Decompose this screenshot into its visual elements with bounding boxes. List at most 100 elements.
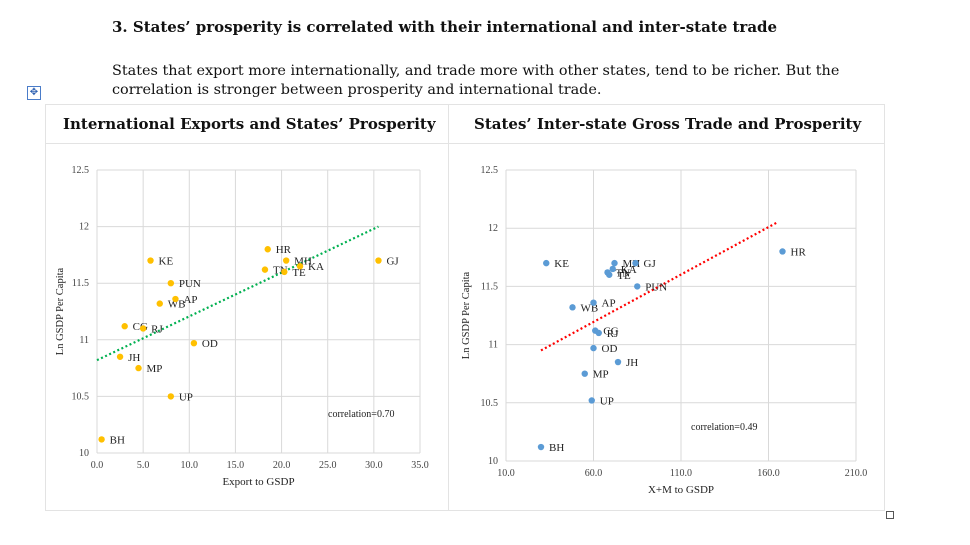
data-point (135, 364, 142, 372)
data-point (190, 339, 198, 347)
data-point (147, 257, 154, 264)
correlation-annotation: correlation=0.49 (691, 422, 757, 433)
data-point (261, 266, 269, 273)
point-label: TE (292, 267, 306, 279)
x-tick-label: 15.0 (227, 460, 245, 471)
data-point (581, 370, 588, 377)
table-border-right (884, 104, 885, 511)
data-point (590, 299, 597, 306)
point-label: TE (617, 270, 631, 282)
table-border-top (45, 104, 885, 105)
chart-title-interstate: States’ Inter-state Gross Trade and Pros… (474, 115, 862, 133)
point-label: MP (593, 369, 609, 381)
chart-exports: 10 10.5 11 11.5 12 12.5 0.0 5.0 10.0 15.0 20.0 25.0… (55, 165, 429, 488)
data-point (779, 248, 786, 255)
data-point (614, 358, 622, 366)
x-tick-label: 110.0 (670, 468, 692, 479)
data-point (632, 259, 639, 267)
point-label: AP (183, 294, 197, 306)
data-point (172, 295, 179, 303)
x-tick-label: 10.0 (181, 460, 199, 471)
data-point (121, 323, 128, 330)
data-point (595, 329, 602, 337)
data-point (167, 393, 175, 400)
x-axis-title: X+M to GSDP (648, 484, 714, 496)
chart-title-exports: International Exports and States’ Prospe… (63, 115, 436, 133)
y-axis-title: Ln GSDP Per Capita (461, 271, 472, 359)
point-label: OD (202, 338, 218, 350)
data-point (296, 263, 304, 270)
y-tick-label: 10 (79, 448, 89, 459)
data-point (375, 257, 382, 264)
x-tick-label: 25.0 (319, 460, 337, 471)
section-paragraph: States that export more internationally,… (112, 63, 840, 98)
data-point (282, 257, 290, 264)
x-tick-label: 30.0 (365, 460, 383, 471)
point-label: KE (554, 258, 569, 270)
data-point (611, 259, 618, 267)
y-tick-label: 10.5 (481, 398, 499, 409)
point-label: BH (110, 434, 125, 446)
y-tick-label: 11 (488, 340, 498, 351)
y-tick-label: 12.5 (481, 165, 499, 176)
x-axis-title: Export to GSDP (222, 476, 294, 488)
point-label: KA (621, 264, 637, 276)
table-border-left (45, 104, 46, 511)
x-tick-label: 0.0 (91, 460, 104, 471)
y-axis-title: Ln GSDP Per Capita (55, 267, 66, 355)
data-point (116, 353, 124, 360)
y-tick-label: 12 (488, 223, 498, 234)
data-point (543, 259, 550, 267)
y-tick-label: 12 (79, 222, 89, 233)
x-tick-label: 160.0 (757, 468, 780, 479)
data-point (590, 344, 597, 352)
move-arrows-icon[interactable]: ✥ (27, 86, 41, 100)
data-point (167, 280, 175, 287)
data-point (588, 397, 595, 404)
point-label: RJ (607, 328, 619, 340)
point-label: MP (147, 363, 163, 375)
point-label: GJ (386, 256, 399, 268)
point-label: RJ (151, 323, 163, 335)
data-point (537, 443, 545, 451)
point-label: KA (308, 261, 324, 273)
x-tick-label: 210.0 (845, 468, 868, 479)
table-border-bottom (45, 510, 885, 511)
point-label: AP (602, 298, 616, 310)
data-point (606, 271, 613, 278)
point-label: UP (179, 391, 193, 403)
y-tick-label: 10.5 (72, 391, 90, 402)
x-tick-label: 5.0 (137, 460, 150, 471)
chart-interstate: 10 10.5 11 11.5 12 12.5 10.0 60.0 110.0 160.0 210.… (461, 165, 868, 496)
y-tick-label: 11.5 (481, 281, 498, 292)
x-tick-label: 35.0 (411, 460, 429, 471)
point-label: HR (791, 246, 807, 258)
point-label: HR (276, 244, 292, 256)
y-tick-label: 12.5 (72, 165, 90, 176)
point-label: GJ (644, 258, 657, 270)
data-point (264, 246, 271, 253)
x-tick-label: 20.0 (273, 460, 291, 471)
point-label: PUN (645, 281, 667, 293)
y-tick-label: 10 (488, 456, 498, 467)
resize-square-icon[interactable] (886, 511, 894, 519)
data-point (634, 283, 641, 290)
point-label: UP (600, 395, 614, 407)
point-label: TN (616, 267, 631, 279)
x-tick-label: 10.0 (497, 468, 515, 479)
correlation-annotation: correlation=0.70 (328, 409, 394, 420)
data-point (139, 325, 147, 332)
point-label: JH (626, 357, 638, 369)
point-label: CG (603, 326, 618, 338)
table-border-middle (448, 104, 449, 511)
point-label: PUN (179, 278, 201, 290)
point-label: WB (168, 299, 186, 311)
y-tick-label: 11.5 (72, 278, 89, 289)
table-border-header (45, 143, 885, 144)
point-label: KE (159, 256, 174, 268)
point-label: OD (602, 343, 618, 355)
data-point (569, 304, 576, 311)
data-point (609, 265, 616, 273)
point-label: JH (128, 352, 140, 364)
point-label: BH (549, 442, 564, 454)
